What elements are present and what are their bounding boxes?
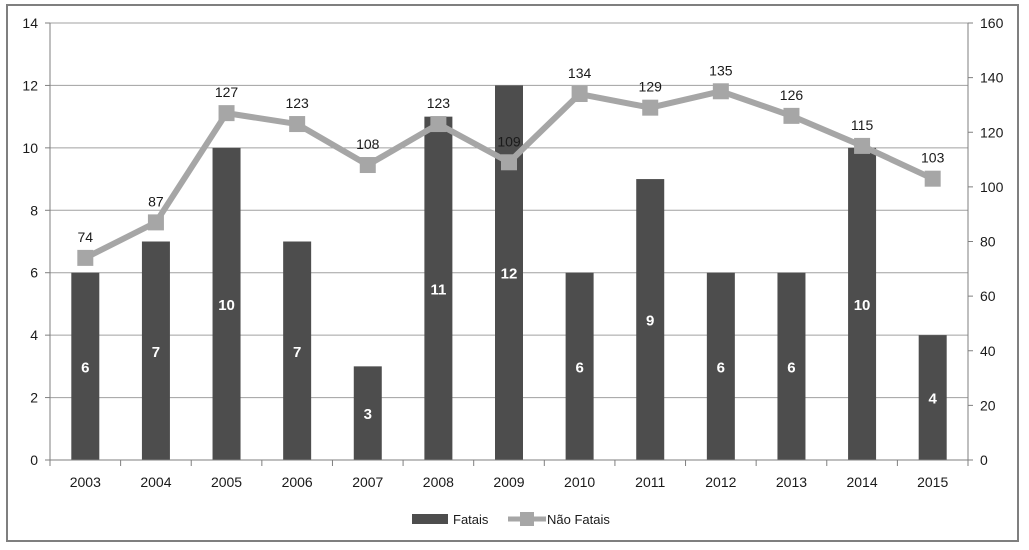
y-left-tick-label: 12 (22, 77, 38, 93)
bar-data-label: 10 (218, 297, 235, 314)
bar (706, 272, 735, 460)
line-point (854, 137, 871, 154)
x-tick-label: 2008 (423, 474, 454, 490)
bar-data-label: 6 (81, 359, 89, 376)
line-point (430, 116, 447, 133)
line-point (77, 249, 94, 266)
y-left-tick-label: 8 (30, 202, 38, 218)
x-tick-label: 2012 (705, 474, 736, 490)
y-left-tick-label: 14 (22, 15, 38, 31)
bar (353, 366, 382, 460)
line-point (147, 214, 164, 231)
bar (495, 85, 523, 460)
line-point (924, 170, 941, 187)
bar (71, 272, 100, 460)
line-data-label: 134 (568, 65, 592, 81)
x-tick-label: 2015 (917, 474, 948, 490)
bar-data-label: 11 (430, 281, 446, 298)
x-tick-label: 2011 (635, 474, 665, 490)
line-point (712, 83, 729, 100)
line-data-label: 87 (148, 193, 164, 209)
legend-swatch-nao-fatais-marker (520, 512, 534, 526)
x-tick-label: 2005 (211, 474, 242, 490)
line-point (642, 99, 659, 116)
y-left-tick-label: 10 (22, 140, 38, 156)
line-point (571, 86, 588, 103)
x-tick-label: 2010 (564, 474, 595, 490)
bar-data-label: 10 (854, 297, 871, 314)
line-point (783, 107, 800, 124)
y-left-tick-label: 6 (30, 265, 38, 281)
y-left-tick-label: 0 (30, 452, 38, 468)
legend-label-fatais: Fatais (453, 512, 489, 527)
x-tick-label: 2013 (776, 474, 807, 490)
line-data-label: 109 (497, 133, 521, 149)
legend-swatch-fatais (412, 514, 448, 524)
bar (212, 147, 241, 460)
bar (848, 147, 877, 460)
y-left-tick-label: 2 (30, 390, 38, 406)
bar (283, 241, 312, 460)
line-data-label: 123 (427, 95, 451, 111)
bar-data-label: 6 (575, 359, 583, 376)
y-right-tick-label: 0 (980, 452, 988, 468)
bar (636, 179, 665, 461)
line-point (359, 157, 376, 174)
bar-data-label: 3 (364, 406, 372, 423)
bar-data-label: 12 (501, 266, 518, 283)
line-data-label: 108 (356, 136, 380, 152)
bar (918, 335, 947, 460)
x-tick-label: 2014 (846, 474, 877, 490)
line-data-label: 135 (709, 62, 733, 78)
bar (777, 272, 806, 460)
y-right-tick-label: 120 (980, 124, 1004, 140)
bar-data-label: 4 (929, 391, 938, 408)
bar (424, 116, 453, 461)
y-right-tick-label: 20 (980, 397, 996, 413)
legend-label-nao-fatais: Não Fatais (547, 512, 610, 527)
y-right-tick-label: 100 (980, 179, 1004, 195)
y-right-tick-label: 160 (980, 15, 1004, 31)
line-data-label: 127 (215, 84, 239, 100)
y-right-tick-label: 80 (980, 234, 996, 250)
line-data-label: 103 (921, 150, 945, 166)
x-tick-label: 2004 (140, 474, 171, 490)
y-right-tick-label: 40 (980, 343, 996, 359)
bar-data-label: 6 (717, 359, 725, 376)
line-point (218, 105, 235, 122)
x-tick-label: 2003 (70, 474, 101, 490)
x-tick-label: 2006 (282, 474, 313, 490)
bar-data-label: 7 (152, 344, 160, 361)
line-data-label: 74 (78, 229, 94, 245)
y-right-tick-label: 60 (980, 288, 996, 304)
bar (565, 272, 594, 460)
line-data-label: 115 (851, 117, 874, 133)
line-data-label: 129 (639, 79, 663, 95)
bar (141, 241, 170, 460)
y-right-tick-label: 140 (980, 70, 1004, 86)
line-point (501, 154, 517, 171)
x-tick-label: 2007 (352, 474, 383, 490)
x-tick-label: 2009 (493, 474, 524, 490)
line-data-label: 126 (780, 87, 804, 103)
bar-data-label: 6 (787, 359, 795, 376)
line-point (289, 116, 306, 133)
line-data-label: 123 (285, 95, 309, 111)
bar-data-label: 7 (293, 344, 301, 361)
bar-data-label: 9 (646, 313, 654, 330)
y-left-tick-label: 4 (30, 327, 38, 343)
